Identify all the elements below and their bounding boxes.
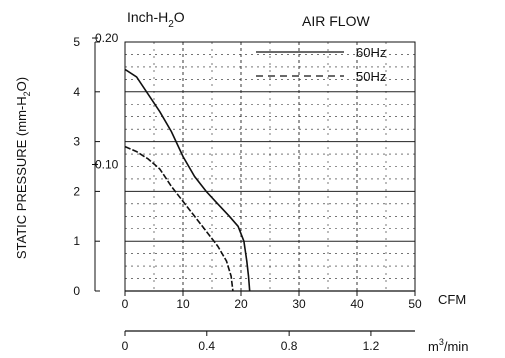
- y-label-tail: O): [14, 77, 29, 91]
- secondary-x-tick-label: 0: [122, 339, 129, 353]
- secondary-y-tick-label: 0.20: [95, 31, 119, 45]
- chart-title: AIR FLOW: [302, 13, 370, 29]
- grid-lines: [124, 41, 416, 292]
- y-label-main: STATIC PRESSURE (mm-H: [14, 96, 29, 259]
- x-tick-label: 20: [234, 297, 248, 311]
- secondary-x-axis: 0 0.4 0.8 1.2: [122, 330, 415, 353]
- x-axis: 0 10 20 30 40 50: [122, 290, 422, 311]
- secondary-y-axis-label: Inch-H2O: [127, 9, 185, 30]
- secondary-x-label-sup: 3: [439, 337, 444, 347]
- secondary-y-label-tail: O: [174, 9, 185, 25]
- y-label-sub: 2: [22, 91, 32, 96]
- y-axis: 0 1 2 3 4 5: [73, 35, 100, 298]
- x-tick-label: 0: [122, 297, 129, 311]
- secondary-x-label-main: m: [428, 339, 439, 354]
- y-tick-label: 1: [73, 234, 80, 248]
- y-tick-label: 3: [73, 135, 80, 149]
- series-line-60hz: [124, 68, 251, 292]
- legend: 60Hz 50Hz: [256, 45, 386, 84]
- series-line-50hz: [124, 145, 234, 292]
- y-tick-label: 4: [73, 85, 80, 99]
- legend-label-60hz: 60Hz: [356, 45, 386, 60]
- x-tick-label: 10: [176, 297, 190, 311]
- secondary-y-label-sub: 2: [168, 19, 174, 30]
- x-tick-label: 50: [408, 297, 422, 311]
- x-axis-label: CFM: [438, 292, 466, 307]
- secondary-y-label-main: Inch-H: [127, 9, 168, 25]
- secondary-y-tick-label: 0.10: [95, 158, 119, 172]
- series-lines: [124, 68, 251, 292]
- secondary-x-tick-label: 0.8: [281, 339, 298, 353]
- secondary-x-tick-label: 1.2: [363, 339, 380, 353]
- legend-label-50hz: 50Hz: [356, 69, 386, 84]
- y-tick-label: 0: [73, 284, 80, 298]
- secondary-y-axis: 0.20 0.10: [92, 31, 119, 172]
- secondary-x-tick-label: 0.4: [198, 339, 215, 353]
- y-tick-label: 5: [73, 35, 80, 49]
- secondary-x-label-tail: /min: [444, 339, 469, 354]
- secondary-x-axis-label: m3/min: [428, 337, 468, 354]
- y-axis-label: STATIC PRESSURE (mm-H2O): [14, 77, 32, 259]
- x-tick-label: 30: [292, 297, 306, 311]
- y-tick-label: 2: [73, 184, 80, 198]
- x-tick-label: 40: [350, 297, 364, 311]
